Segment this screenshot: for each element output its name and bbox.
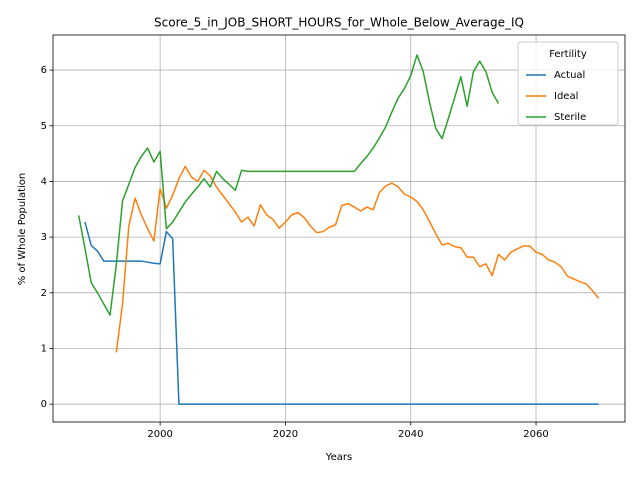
legend-label: Ideal [554,91,578,102]
x-tick-label: 2020 [273,429,298,440]
line-series [84,221,599,405]
y-tick-label: 2 [41,288,47,299]
axes-frame [52,34,626,423]
line-series [77,54,500,316]
y-tick-label: 0 [41,399,47,410]
x-tick-label: 2060 [523,429,548,440]
legend: Fertility Actual Ideal Sterile [517,41,619,126]
x-axis-label: Years [325,452,352,463]
y-tick-label: 1 [41,343,47,354]
x-tick-label: 2040 [398,429,423,440]
legend-label: Sterile [554,112,586,123]
y-tick-label: 6 [41,65,47,76]
legend-title: Fertility [549,49,587,60]
legend-label: Actual [554,70,585,81]
legend-box [517,41,619,126]
y-tick-label: 3 [41,232,47,243]
y-axis-label: % of Whole Population [17,173,28,286]
x-tick-label: 2000 [147,429,172,440]
y-tick-label: 4 [41,176,47,187]
line-series [115,165,600,353]
y-tick-label: 5 [41,121,47,132]
chart-title: Score_5_in_JOB_SHORT_HOURS_for_Whole_Bel… [154,16,524,30]
